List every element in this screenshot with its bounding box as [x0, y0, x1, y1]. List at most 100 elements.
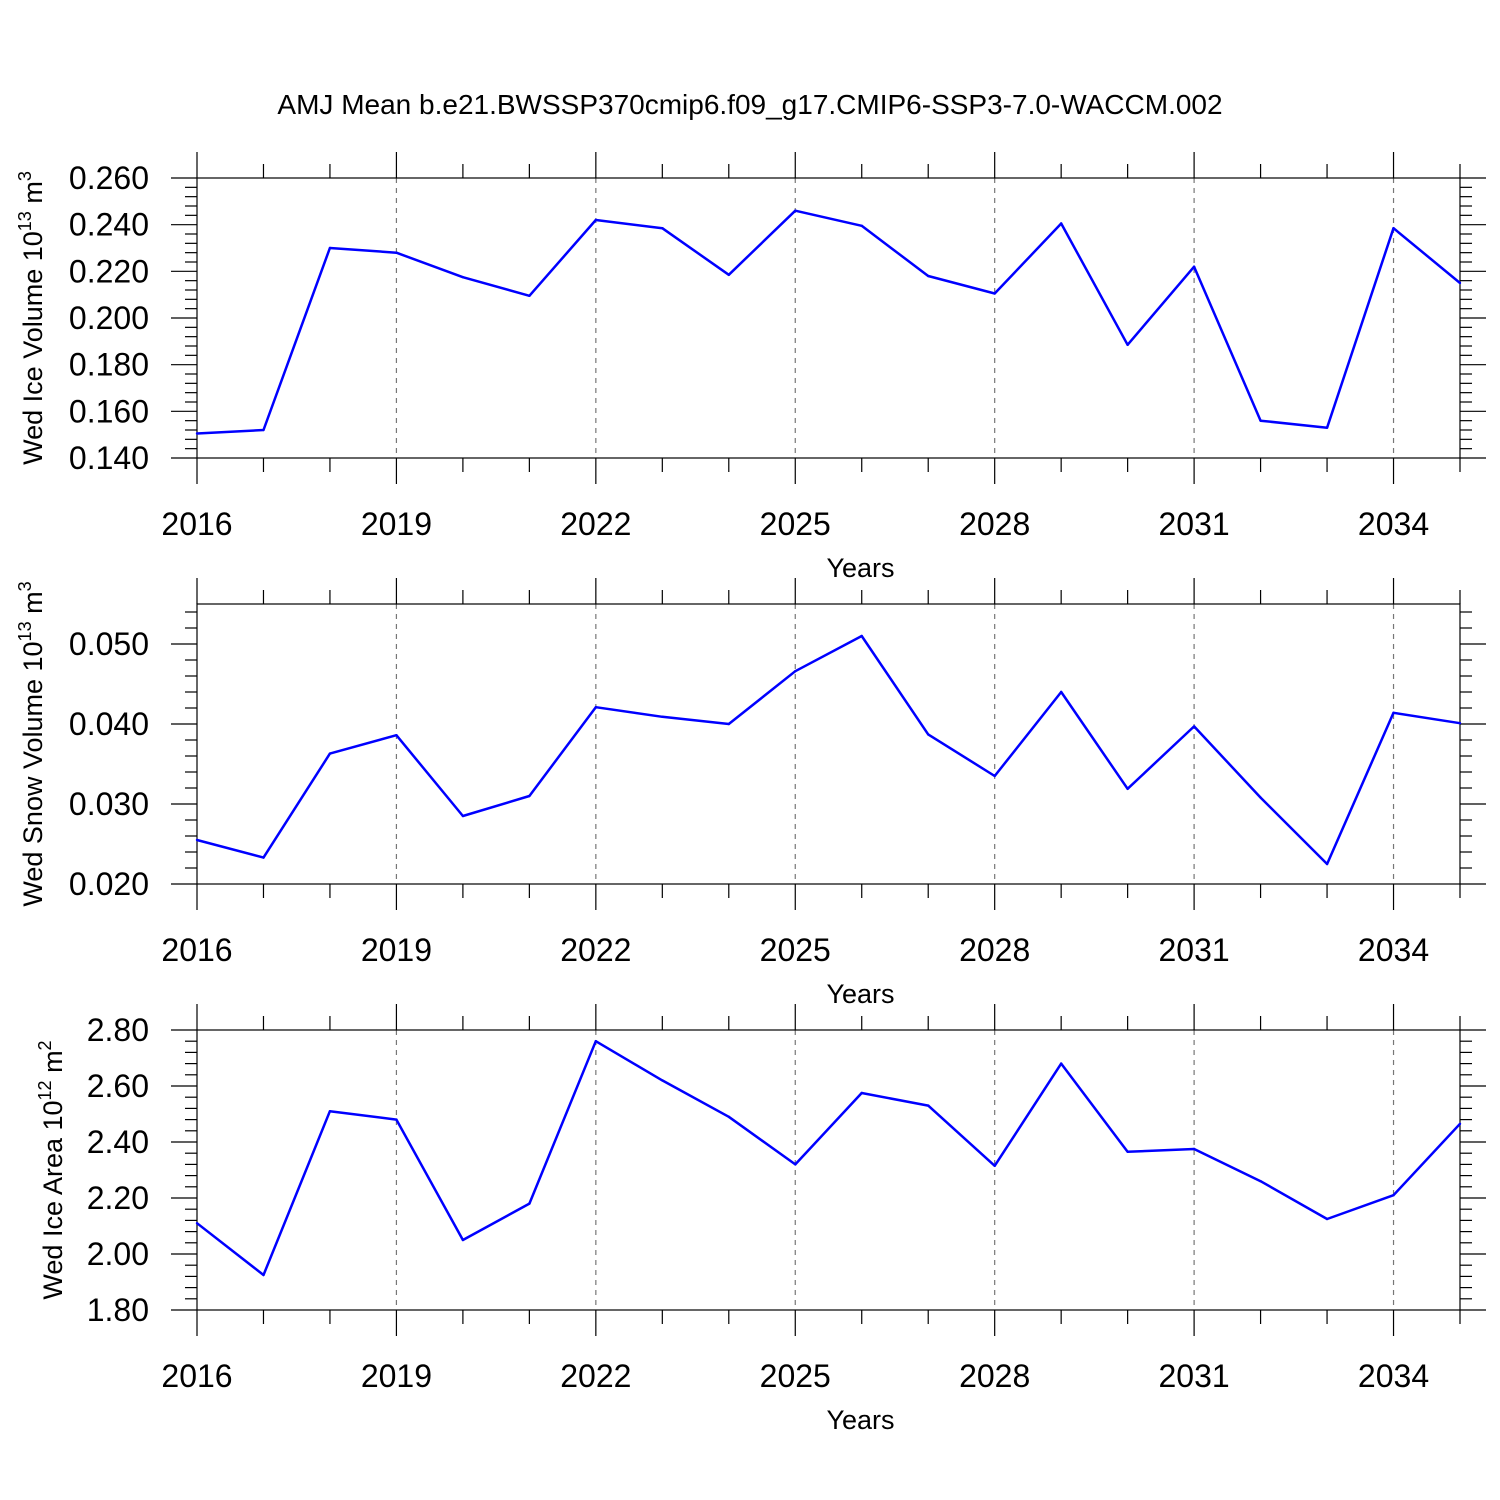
- ice-volume-data-point: [195, 432, 199, 435]
- ice-volume-xtick-label: 2019: [361, 506, 432, 542]
- snow-volume-data-point: [328, 752, 332, 755]
- snow-volume-xtick-label: 2031: [1159, 932, 1230, 968]
- ice-area-data-point: [195, 1222, 199, 1225]
- ice-volume-data-point: [993, 292, 996, 295]
- ice-volume-yaxis-label: Wed Ice Volume 1013 m3: [15, 171, 48, 465]
- ice-area-ytick-label: 1.80: [87, 1292, 149, 1328]
- ice-area-xtick-label: 2031: [1159, 1358, 1230, 1394]
- ice-volume-data-point: [927, 274, 930, 278]
- ice-volume-panel: 0.140 0.160 0.180 0.200 0.220 0.240 0.260 2016 2…: [15, 152, 1486, 583]
- ice-area-data-point: [461, 1238, 465, 1242]
- snow-volume-data-point: [1458, 722, 1462, 725]
- snow-volume-data-point: [993, 774, 996, 778]
- ice-volume-data-point: [1458, 281, 1462, 285]
- snow-volume-data-point: [860, 634, 863, 638]
- snow-volume-data-point: [195, 838, 199, 842]
- ice-volume-data-point: [1059, 222, 1063, 225]
- snow-volume-xtick-label: 2016: [161, 932, 232, 968]
- snow-volume-data-point: [1126, 787, 1129, 790]
- ice-volume-data-point: [262, 428, 265, 432]
- snow-volume-panel: 0.020 0.030 0.040 0.050 2016 2019 2022 2025 2028…: [15, 578, 1486, 1009]
- snow-volume-data-point: [1392, 711, 1395, 714]
- ice-area-data-point: [1458, 1122, 1462, 1126]
- ice-volume-xtick-label: 2016: [161, 506, 232, 542]
- ice-volume-xtick-label: 2034: [1358, 506, 1429, 542]
- chart-title: AMJ Mean b.e21.BWSSP370cmip6.f09_g17.CMI…: [277, 89, 1222, 120]
- ice-volume-xtick-label: 2025: [760, 506, 831, 542]
- ice-volume-data-point: [1392, 226, 1395, 230]
- ice-volume-ytick-label: 0.140: [69, 440, 149, 476]
- ice-area-plot-frame: [196, 1029, 1461, 1311]
- ice-volume-plot-frame: [196, 177, 1461, 459]
- ice-area-xtick-label: 2019: [361, 1358, 432, 1394]
- ice-volume-data-point: [794, 209, 797, 212]
- snow-volume-data-point: [528, 794, 531, 798]
- ice-area-series-line: [196, 1039, 1461, 1277]
- ice-area-data-point: [927, 1104, 930, 1107]
- snow-volume-ytick-label: 0.040: [69, 706, 149, 742]
- snow-volume-data-point: [594, 706, 598, 709]
- snow-volume-xtick-label: 2019: [361, 932, 432, 968]
- ice-area-data-point: [1325, 1217, 1329, 1221]
- ice-area-data-point: [727, 1115, 730, 1119]
- ice-area-data-point: [1126, 1150, 1129, 1154]
- ice-volume-xaxis-label: Years: [826, 553, 894, 583]
- ice-area-xtick-label: 2025: [760, 1358, 831, 1394]
- ice-volume-data-point: [727, 273, 730, 277]
- ice-area-data-point: [528, 1202, 531, 1205]
- ice-area-data-point: [1192, 1147, 1196, 1151]
- snow-volume-data-point: [794, 670, 797, 673]
- snow-volume-data-point: [1192, 725, 1196, 728]
- ice-volume-ytick-label: 0.260: [69, 160, 149, 196]
- snow-volume-data-point: [461, 814, 465, 818]
- ice-volume-data-point: [395, 251, 398, 254]
- snow-volume-data-point: [262, 856, 265, 859]
- snow-volume-data-point: [927, 733, 930, 736]
- ice-area-ytick-label: 2.00: [87, 1236, 149, 1272]
- ice-area-data-point: [395, 1118, 398, 1121]
- ice-volume-ytick-label: 0.200: [69, 300, 149, 336]
- snow-volume-xtick-label: 2028: [959, 932, 1030, 968]
- ice-volume-ytick-label: 0.180: [69, 347, 149, 383]
- ice-volume-data-point: [1192, 265, 1196, 268]
- ice-area-ytick-label: 2.80: [87, 1012, 149, 1048]
- ice-volume-xtick-label: 2022: [560, 506, 631, 542]
- snow-volume-data-point: [661, 715, 664, 718]
- ice-area-ytick-label: 2.40: [87, 1124, 149, 1160]
- ice-area-data-point: [661, 1079, 664, 1082]
- ice-volume-series-line: [196, 209, 1461, 435]
- snow-volume-data-point: [1059, 690, 1063, 694]
- ice-volume-data-point: [860, 224, 863, 228]
- ice-area-data-point: [1259, 1180, 1262, 1183]
- ice-volume-xtick-label: 2031: [1159, 506, 1230, 542]
- ice-area-data-point: [262, 1273, 265, 1277]
- ice-volume-ytick-label: 0.160: [69, 393, 149, 429]
- ice-area-data-point: [794, 1163, 797, 1166]
- ice-volume-data-point: [1259, 419, 1262, 422]
- snow-volume-xaxis-label: Years: [826, 979, 894, 1009]
- ice-area-xtick-label: 2016: [161, 1358, 232, 1394]
- ice-area-data-point: [594, 1040, 598, 1043]
- ice-area-xtick-label: 2022: [560, 1358, 631, 1394]
- ice-area-data-point: [1392, 1194, 1395, 1197]
- snow-volume-data-point: [395, 734, 398, 737]
- ice-area-ytick-label: 2.20: [87, 1180, 149, 1216]
- ice-volume-ytick-label: 0.220: [69, 253, 149, 289]
- snow-volume-ytick-label: 0.020: [69, 866, 149, 902]
- ice-area-panel: 1.80 2.00 2.20 2.40 2.60 2.80 2016 2019 2022 2025…: [35, 1004, 1486, 1435]
- snow-volume-xtick-label: 2022: [560, 932, 631, 968]
- ice-volume-data-point: [328, 246, 332, 250]
- snow-volume-data-point: [1325, 862, 1329, 866]
- snow-volume-ytick-label: 0.030: [69, 786, 149, 822]
- ice-area-data-point: [1059, 1062, 1063, 1065]
- ice-volume-ytick-label: 0.240: [69, 207, 149, 243]
- snow-volume-xtick-label: 2025: [760, 932, 831, 968]
- ice-volume-data-point: [461, 275, 465, 279]
- ice-area-xaxis-label: Years: [826, 1405, 894, 1435]
- snow-volume-plot-frame: [196, 603, 1461, 885]
- ice-volume-data-point: [661, 226, 664, 230]
- snow-volume-xtick-label: 2034: [1358, 932, 1429, 968]
- ice-volume-data-point: [528, 294, 531, 298]
- ice-area-xtick-label: 2028: [959, 1358, 1030, 1394]
- ice-area-xtick-label: 2034: [1358, 1358, 1429, 1394]
